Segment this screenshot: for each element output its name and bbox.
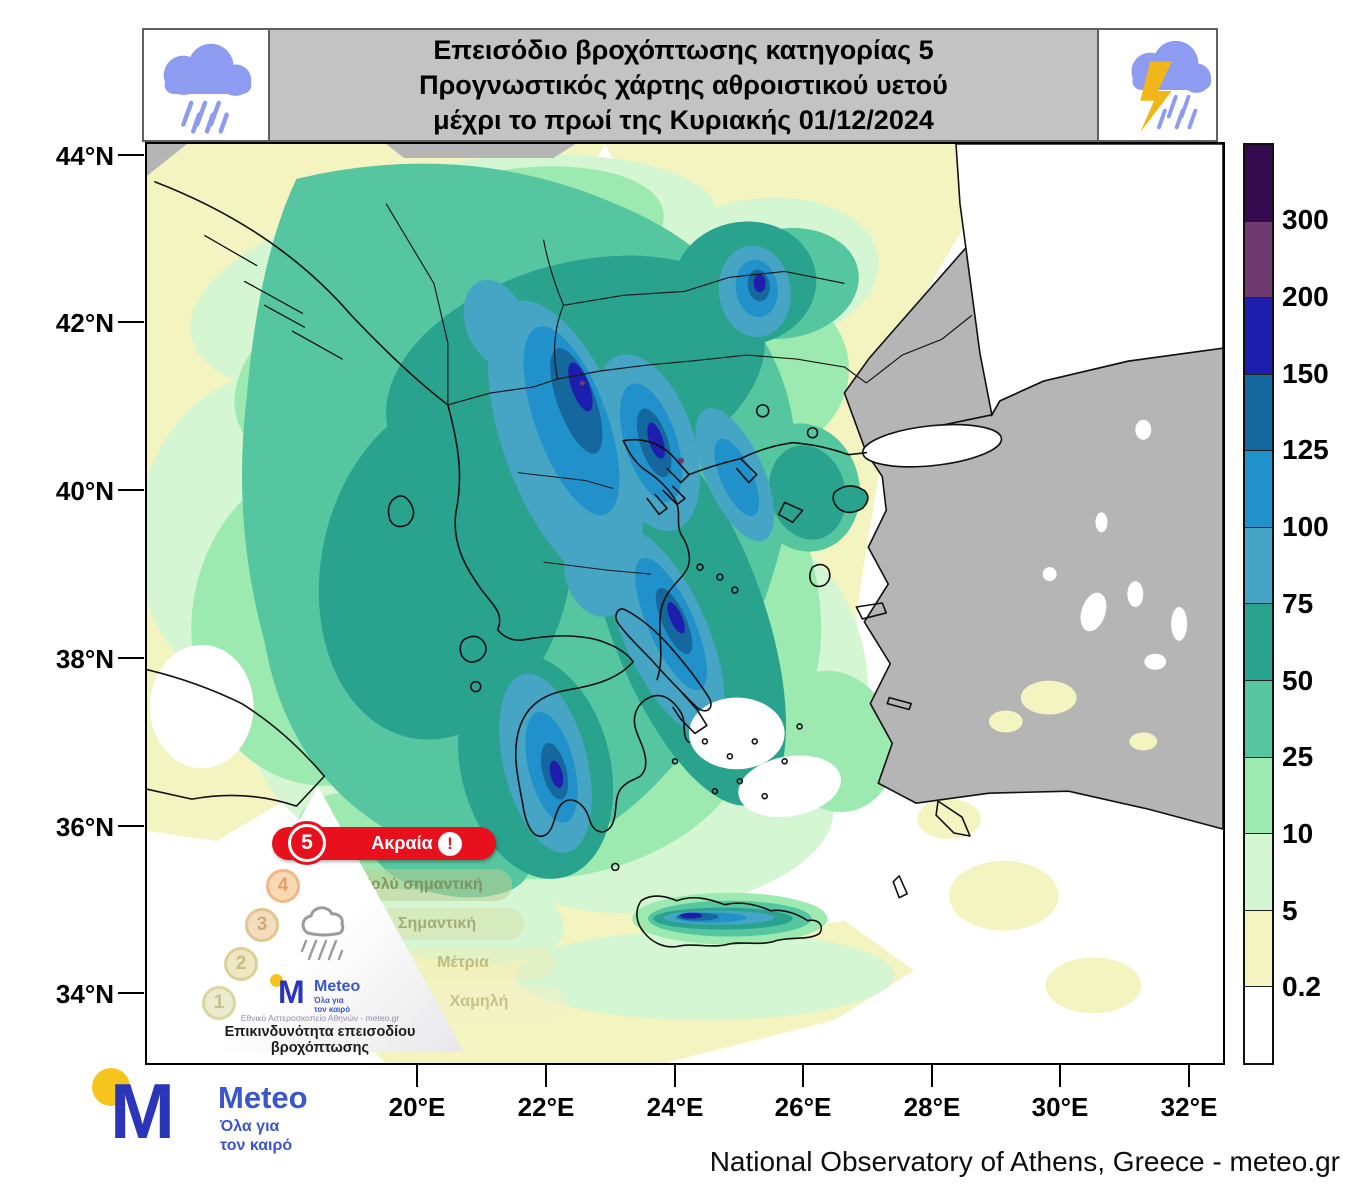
precipitation-map (147, 144, 1223, 1063)
lat-label: 36°N (55, 812, 114, 842)
colorbar-label: 75 (1282, 588, 1314, 619)
lon-tick (545, 1065, 547, 1087)
colorbar-label: 200 (1282, 281, 1329, 312)
colorbar-segment (1245, 986, 1272, 1063)
warning-level-2-label: Μέτρια (437, 954, 489, 971)
lat-label: 38°N (55, 644, 114, 674)
lon-tick (674, 1065, 676, 1087)
storm-cloud-icon (1097, 30, 1216, 140)
colorbar-segment (1245, 680, 1272, 757)
lon-tick (931, 1065, 933, 1087)
colorbar-label: 10 (1282, 818, 1314, 849)
lat-label: 42°N (55, 308, 114, 338)
logo-tagline1: Όλα για (314, 996, 344, 1005)
logo-dot-icon (92, 1068, 130, 1106)
turkey-coast-rain-patches (988, 680, 1158, 751)
lat-tick (118, 992, 144, 994)
attribution-text: National Observatory of Athens, Greece -… (709, 1146, 1340, 1177)
lon-tick (802, 1065, 804, 1087)
lon-label: 28°E (903, 1092, 961, 1122)
warning-level-3-number: 3 (245, 908, 279, 942)
colorbar-label: 300 (1282, 204, 1329, 235)
logo-org-text: Εθνικό Αστεροσκοπείο Αθηνών - meteo.gr (240, 1013, 400, 1023)
colorbar-segment (1245, 603, 1272, 681)
lon-tick (416, 1065, 418, 1087)
colorbar-label: 125 (1282, 434, 1329, 465)
lon-tick (1059, 1065, 1061, 1087)
meteo-logo: M Meteo Όλα για τον καιρό (88, 1062, 318, 1172)
colorbar-label: 50 (1282, 665, 1314, 696)
logo-m-icon: M (278, 974, 305, 1010)
colorbar-segment (1245, 526, 1272, 604)
logo-brand: Meteo (218, 1080, 308, 1115)
banner-title-line2: Προγνωστικός χάρτης αθροιστικού υετού (419, 69, 948, 100)
banner-title-line3: μέχρι το πρωί της Κυριακής 01/12/2024 (433, 104, 934, 135)
lon-label: 22°E (517, 1092, 575, 1122)
banner-title-line1: Επεισόδιο βροχόπτωσης κατηγορίας 5 (433, 34, 934, 65)
dry-sea-pockets (149, 644, 841, 817)
lon-label: 32°E (1160, 1092, 1218, 1122)
rain-cloud-icon (144, 30, 270, 140)
colorbar-segment (1245, 756, 1272, 834)
warning-level-5-label: Ακραία (371, 833, 433, 853)
colorbar-segment (1245, 833, 1272, 910)
exclamation-icon: ! (438, 832, 462, 856)
pyramid-caption: Επικινδυνότητα επεισοδίου βροχόπτωσης (224, 1024, 416, 1056)
warning-level-4-label: Πολύ σημαντική (359, 876, 483, 893)
colorbar-segment (1245, 909, 1272, 987)
logo-tagline2: τον καιρό (314, 1005, 351, 1014)
lon-tick (1188, 1065, 1190, 1087)
lon-label: 26°E (774, 1092, 832, 1122)
colorbar-label: 100 (1282, 511, 1329, 542)
title-banner: Επεισόδιο βροχόπτωσης κατηγορίας 5 Προγν… (142, 28, 1218, 142)
warning-level-3-label: Σημαντική (397, 915, 477, 932)
lat-label: 44°N (55, 141, 114, 171)
logo-brand: Meteo (314, 978, 361, 995)
colorbar-label: 0.2 (1282, 971, 1321, 1002)
lon-label: 30°E (1031, 1092, 1089, 1122)
country-borders (385, 203, 973, 575)
rain-band-150-200 (549, 274, 766, 919)
lat-label: 40°N (55, 476, 114, 506)
warning-level-1-number: 1 (202, 986, 236, 1020)
logo-tagline2: τον καιρό (220, 1137, 293, 1154)
pyramid-meteo-logo: M Meteo Όλα για τον καιρό (262, 972, 432, 1018)
colorbar-segment (1245, 373, 1272, 451)
logo-m-icon: M (110, 1067, 175, 1155)
colorbar-segment (1245, 145, 1272, 221)
rain-cloud-outline-icon (300, 906, 345, 961)
colorbar-label: 25 (1282, 741, 1314, 772)
lat-tick (118, 489, 144, 491)
colorbar-segment (1245, 450, 1272, 527)
colorbar-segment (1245, 220, 1272, 298)
lon-label: 20°E (388, 1092, 446, 1122)
warning-level-5-number: 5 (288, 824, 326, 862)
lat-tick (118, 321, 144, 323)
warning-level-2-number: 2 (224, 947, 258, 981)
lat-tick (118, 657, 144, 659)
lon-label: 24°E (646, 1092, 704, 1122)
rain-band-200-300 (579, 380, 685, 464)
colorbar-label: 150 (1282, 358, 1329, 389)
domain-edge-slivers (147, 144, 576, 176)
lat-tick (118, 154, 144, 156)
colorbar-segment (1245, 297, 1272, 374)
colorbar-label: 5 (1282, 895, 1298, 926)
lat-label: 34°N (55, 979, 114, 1009)
logo-dot-icon (270, 974, 283, 987)
colorbar (1243, 143, 1274, 1065)
warning-level-4-number: 4 (266, 869, 300, 903)
warning-level-1-label: Χαμηλή (449, 993, 509, 1010)
lat-tick (118, 825, 144, 827)
black-sea (861, 144, 1223, 468)
coastlines (147, 181, 971, 948)
banner-title: Επεισόδιο βροχόπτωσης κατηγορίας 5 Προγν… (270, 30, 1097, 140)
anatolia-lakes (1042, 419, 1188, 670)
logo-tagline1: Όλα για (220, 1118, 280, 1135)
